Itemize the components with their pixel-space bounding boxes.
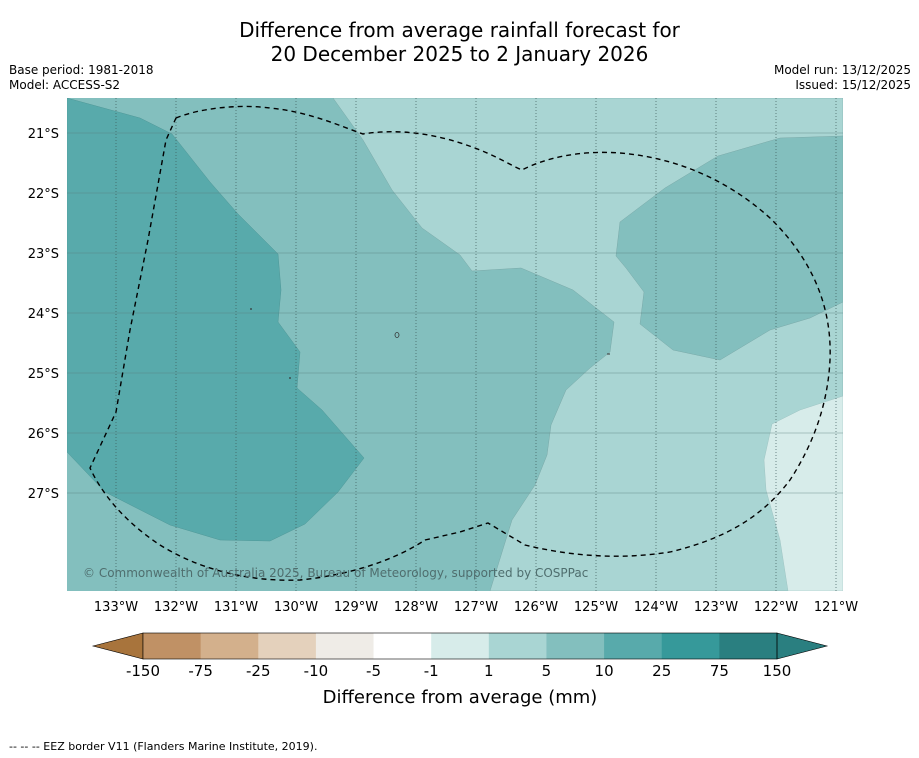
colorbar-title: Difference from average (mm) <box>323 687 598 708</box>
colorbar-tick-label: -1 <box>424 662 439 680</box>
colorbar-cell <box>143 633 202 659</box>
lon-label: 131°W <box>214 600 258 615</box>
colorbar-tick-label: 10 <box>595 662 614 680</box>
colorbar-cell <box>315 633 375 659</box>
lat-label: 23°S <box>28 247 59 262</box>
eez-footnote: -- -- -- EEZ border V11 (Flanders Marine… <box>9 740 318 753</box>
colorbar-cell <box>546 633 605 659</box>
colorbar-cell <box>604 633 663 659</box>
lon-gridlines <box>115 98 837 591</box>
colorbar-tick-label: 5 <box>542 662 552 680</box>
lat-label: 25°S <box>28 367 59 382</box>
island-dot <box>394 332 400 338</box>
colorbar-cell <box>431 633 490 659</box>
title-line-1: Difference from average rainfall forecas… <box>239 18 680 42</box>
title-line-2: 20 December 2025 to 2 January 2026 <box>270 42 649 66</box>
lon-label: 133°W <box>94 600 138 615</box>
colorbar-tick-label: 75 <box>710 662 729 680</box>
colorbar-cell <box>200 633 259 659</box>
colorbar-frame <box>142 632 778 660</box>
rain-region-25-75 <box>67 98 365 542</box>
lon-labels: 133°W 132°W 131°W 130°W 129°W 128°W 127°… <box>94 600 858 615</box>
colorbar-tick-label: -25 <box>246 662 271 680</box>
lon-label: 125°W <box>574 600 618 615</box>
colorbar: -150 -75 -25 -10 -5 -1 1 5 10 25 75 150 Difference … <box>91 632 829 708</box>
colorbar-cell <box>719 633 778 659</box>
lon-label: 123°W <box>694 600 738 615</box>
lat-labels: 21°S 22°S 23°S 24°S 25°S 26°S 27°S <box>28 127 59 502</box>
lon-label: 126°W <box>514 600 558 615</box>
issued-date: Issued: 15/12/2025 <box>795 78 911 92</box>
colorbar-cell <box>661 633 720 659</box>
lon-label: 122°W <box>754 600 798 615</box>
colorbar-arrow-right <box>776 632 829 660</box>
copyright-notice: © Commonwealth of Australia 2025, Bureau… <box>83 566 588 580</box>
lon-label: 129°W <box>334 600 378 615</box>
lat-label: 26°S <box>28 427 59 442</box>
lon-label: 121°W <box>814 600 858 615</box>
model-name: Model: ACCESS-S2 <box>9 78 121 92</box>
colorbar-tick-label: 1 <box>484 662 494 680</box>
colorbar-labels: -150 -75 -25 -10 -5 -1 1 5 10 25 75 150 <box>126 662 791 680</box>
colorbar-arrow-left <box>91 632 144 660</box>
colorbar-tick-label: -10 <box>304 662 329 680</box>
lon-label: 130°W <box>274 600 318 615</box>
map-panel: © Commonwealth of Australia 2025, Bureau… <box>67 98 843 591</box>
lat-label: 27°S <box>28 487 59 502</box>
map-title: Difference from average rainfall forecas… <box>0 18 919 66</box>
meta-right: Model run: 13/12/2025 Issued: 15/12/2025 <box>774 63 911 93</box>
colorbar-tick-label: 25 <box>652 662 671 680</box>
colorbar-cell <box>488 633 547 659</box>
lat-label: 21°S <box>28 127 59 142</box>
colorbar-cell <box>258 633 317 659</box>
lat-label: 22°S <box>28 187 59 202</box>
lon-label: 128°W <box>394 600 438 615</box>
island-dot <box>250 308 252 310</box>
lon-label: 127°W <box>454 600 498 615</box>
model-run: Model run: 13/12/2025 <box>773 63 911 77</box>
colorbar-tick-label: -75 <box>188 662 213 680</box>
colorbar-cell <box>373 633 432 659</box>
colorbar-tick-label: -5 <box>366 662 381 680</box>
rain-region-10-25-east <box>615 135 843 361</box>
lat-gridlines <box>67 132 843 494</box>
colorbar-cells <box>143 633 778 659</box>
colorbar-tick-label: 150 <box>763 662 792 680</box>
rain-region-1-5 <box>763 395 843 591</box>
lon-label: 132°W <box>154 600 198 615</box>
island-dot <box>289 377 291 379</box>
eez-border <box>89 105 831 581</box>
lat-label: 24°S <box>28 307 59 322</box>
base-period: Base period: 1981-2018 <box>9 63 154 77</box>
lon-label: 124°W <box>634 600 678 615</box>
colorbar-tick-label: -150 <box>126 662 160 680</box>
meta-left: Base period: 1981-2018 Model: ACCESS-S2 <box>9 63 154 93</box>
